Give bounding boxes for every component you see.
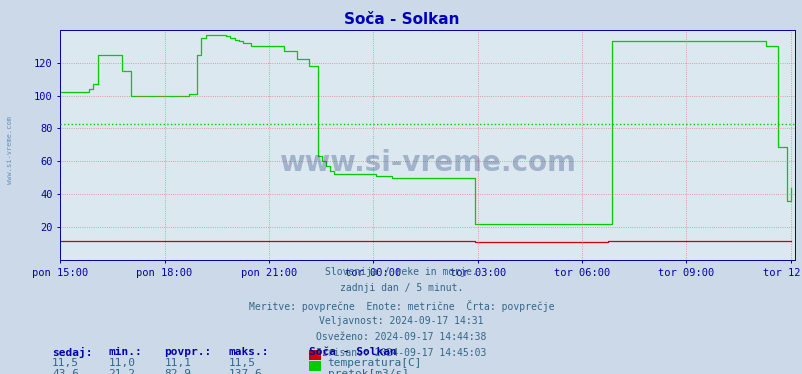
Text: 82,9: 82,9 [164,369,192,374]
Text: 43,6: 43,6 [52,369,79,374]
Text: Osveženo: 2024-09-17 14:44:38: Osveženo: 2024-09-17 14:44:38 [316,332,486,342]
Text: www.si-vreme.com: www.si-vreme.com [279,149,575,177]
Text: 11,0: 11,0 [108,358,136,368]
Text: sedaj:: sedaj: [52,347,92,358]
Text: 21,2: 21,2 [108,369,136,374]
Text: 11,5: 11,5 [229,358,256,368]
Text: Soča - Solkan: Soča - Solkan [343,12,459,27]
Text: povpr.:: povpr.: [164,347,212,357]
Text: Veljavnost: 2024-09-17 14:31: Veljavnost: 2024-09-17 14:31 [319,316,483,326]
Text: 11,5: 11,5 [52,358,79,368]
Text: pretok[m3/s]: pretok[m3/s] [327,369,408,374]
Text: Slovenija / reke in morje.: Slovenija / reke in morje. [325,267,477,278]
Text: Izrisano: 2024-09-17 14:45:03: Izrisano: 2024-09-17 14:45:03 [316,348,486,358]
Text: temperatura[C]: temperatura[C] [327,358,422,368]
Text: Soča - Solkan: Soča - Solkan [309,347,396,357]
Text: maks.:: maks.: [229,347,269,357]
Text: 11,1: 11,1 [164,358,192,368]
Text: 137,6: 137,6 [229,369,262,374]
Text: www.si-vreme.com: www.si-vreme.com [6,116,13,184]
Text: Meritve: povprečne  Enote: metrične  Črta: povprečje: Meritve: povprečne Enote: metrične Črta:… [249,300,553,312]
Text: zadnji dan / 5 minut.: zadnji dan / 5 minut. [339,283,463,294]
Text: min.:: min.: [108,347,142,357]
